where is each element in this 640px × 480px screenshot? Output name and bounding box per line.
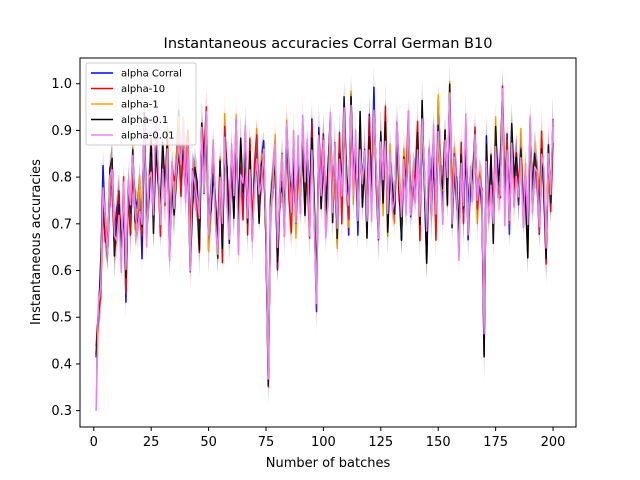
plot-frame [79, 57, 577, 428]
x-tick-label: 25 [143, 435, 160, 450]
y-tick-label: 1.0 [51, 77, 72, 92]
legend-label: alpha-0.01 [121, 131, 175, 142]
legend-label: alpha Corral [121, 69, 182, 80]
x-tick-label: 0 [90, 435, 98, 450]
legend-label: alpha-10 [121, 84, 165, 95]
x-tick-label: 175 [483, 435, 508, 450]
y-tick-label: 0.4 [51, 357, 72, 372]
legend-frame [85, 62, 197, 146]
x-axis-title: Number of batches [266, 456, 391, 471]
x-tick-label: 50 [200, 435, 217, 450]
y-axis: 0.3 0.4 0.5 0.6 0.7 0.8 0.9 1.0 [51, 77, 80, 419]
legend-label: alpha-1 [121, 100, 159, 111]
legend: alpha Corral alpha-10 alpha-1 alpha-0.1 alph… [85, 62, 197, 146]
chart-title: Instantaneous accuracies Corral German B… [164, 36, 493, 52]
x-tick-label: 75 [258, 435, 275, 450]
y-tick-label: 0.3 [51, 404, 72, 419]
x-tick-label: 200 [541, 435, 566, 450]
y-tick-label: 0.6 [51, 264, 72, 279]
series-layer [95, 65, 554, 421]
y-tick-label: 0.5 [51, 311, 72, 326]
y-tick-label: 0.9 [51, 124, 72, 139]
x-tick-label: 100 [311, 435, 336, 450]
x-axis: 0 25 50 75 100 125 150 175 200 [90, 427, 566, 450]
series-line-alpha-0-01 [95, 87, 554, 411]
y-axis-title: Instantaneous accuracies [29, 159, 44, 325]
y-tick-label: 0.8 [51, 171, 72, 186]
y-tick-label: 0.7 [51, 217, 72, 232]
legend-label: alpha-0.1 [121, 115, 168, 126]
x-tick-label: 150 [426, 435, 451, 450]
x-tick-label: 125 [368, 435, 393, 450]
